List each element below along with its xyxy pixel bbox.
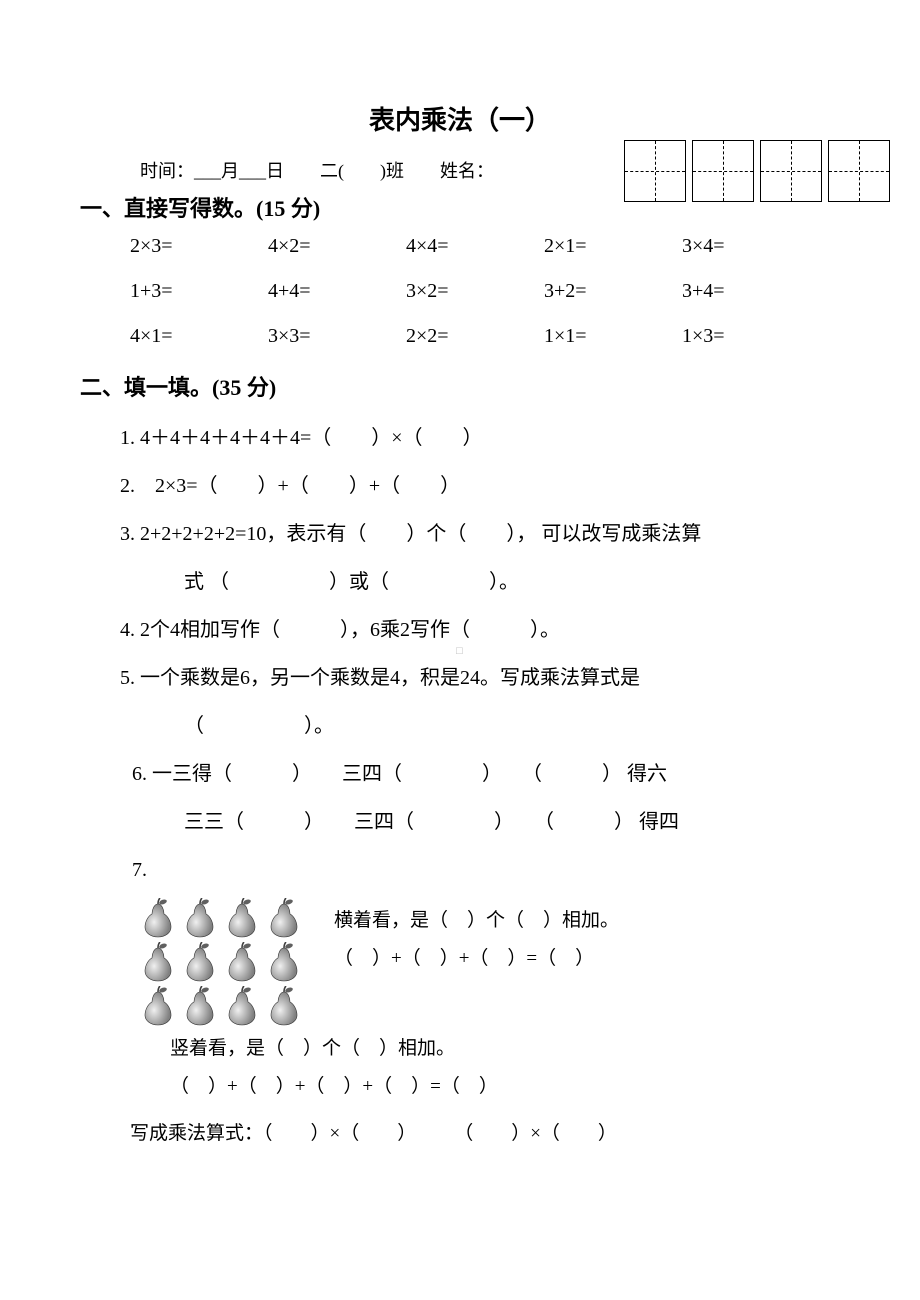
calc-cell: 2×1=: [544, 235, 682, 258]
q3b: 式 （ ）或（ ）。: [120, 558, 840, 606]
q3a: 3. 2+2+2+2+2=10，表示有（ ）个（ ）， 可以改写成乘法算: [120, 510, 840, 558]
pear-section: 横着看，是（ ）个（ ）相加。 （ ）+（ ）+（ ）=（ ）: [80, 898, 840, 1028]
calc-cell: 3×4=: [682, 235, 820, 258]
q2: 2. 2×3=（ ）+（ ）+（ ）: [120, 462, 840, 510]
pear-icon: [140, 898, 178, 940]
pear-icon: [266, 942, 304, 984]
score-box: [760, 140, 822, 202]
q6a: 6. 一三得（ ） 三四（ ） （ ） 得六: [120, 750, 840, 798]
page-title: 表内乘法（一）: [80, 100, 840, 137]
calc-cell: 4×2=: [268, 235, 406, 258]
pear-icon: [224, 986, 262, 1028]
calc-cell: 4+4=: [268, 280, 406, 303]
score-box: [692, 140, 754, 202]
fill-body: 1. 4＋4＋4＋4＋4＋4=（ ）×（ ） 2. 2×3=（ ）+（ ）+（ …: [80, 414, 840, 894]
calc-grid: 2×3=4×2=4×4=2×1=3×4= 1+3=4+4=3×2=3+2=3+4=…: [80, 235, 840, 348]
q7-vert1: 竖着看，是（ ）个（ ）相加。: [170, 1030, 840, 1068]
pear-icon: [266, 898, 304, 940]
calc-cell: 2×2=: [406, 325, 544, 348]
q7-horiz2: （ ）+（ ）+（ ）=（ ）: [334, 940, 619, 978]
calc-cell: 4×4=: [406, 235, 544, 258]
q1: 1. 4＋4＋4＋4＋4＋4=（ ）×（ ）: [120, 414, 840, 462]
pear-icon: [140, 986, 178, 1028]
pear-icon: [182, 942, 220, 984]
score-box: [828, 140, 890, 202]
score-boxes: [624, 140, 890, 202]
q7-vert2: （ ）+（ ）+（ ）+（ ）=（ ）: [170, 1068, 840, 1106]
pear-icon: [266, 986, 304, 1028]
q7-horiz1: 横着看，是（ ）个（ ）相加。: [334, 902, 619, 940]
q6b: 三三（ ） 三四（ ） （ ） 得四: [120, 798, 840, 846]
calc-cell: 1×3=: [682, 325, 820, 348]
calc-cell: 3×3=: [268, 325, 406, 348]
calc-cell: 4×1=: [130, 325, 268, 348]
pear-grid: [140, 898, 304, 1028]
q4: 4. 2个4相加写作（ ），6乘2写作（ ）。: [120, 606, 840, 654]
q7-label: 7.: [120, 846, 840, 894]
calc-cell: 1×1=: [544, 325, 682, 348]
q5a: 5. 一个乘数是6，另一个乘数是4，积是24。写成乘法算式是: [120, 654, 840, 702]
pear-icon: [140, 942, 178, 984]
pear-icon: [182, 986, 220, 1028]
calc-cell: 1+3=: [130, 280, 268, 303]
pear-icon: [224, 898, 262, 940]
calc-cell: 3+4=: [682, 280, 820, 303]
calc-cell: 3+2=: [544, 280, 682, 303]
calc-cell: 2×3=: [130, 235, 268, 258]
section2-header: 二、填一填。(35 分): [80, 370, 840, 402]
pear-icon: [182, 898, 220, 940]
pear-horiz-text: 横着看，是（ ）个（ ）相加。 （ ）+（ ）+（ ）=（ ）: [334, 898, 619, 978]
calc-cell: 3×2=: [406, 280, 544, 303]
q5b: （ ）。: [120, 702, 840, 750]
score-box: [624, 140, 686, 202]
pear-vert-text: 竖着看，是（ ）个（ ）相加。 （ ）+（ ）+（ ）+（ ）=（ ）: [80, 1030, 840, 1106]
pear-icon: [224, 942, 262, 984]
q7-mult: 写成乘法算式：（ ）×（ ） （ ）×（ ）: [80, 1118, 840, 1145]
